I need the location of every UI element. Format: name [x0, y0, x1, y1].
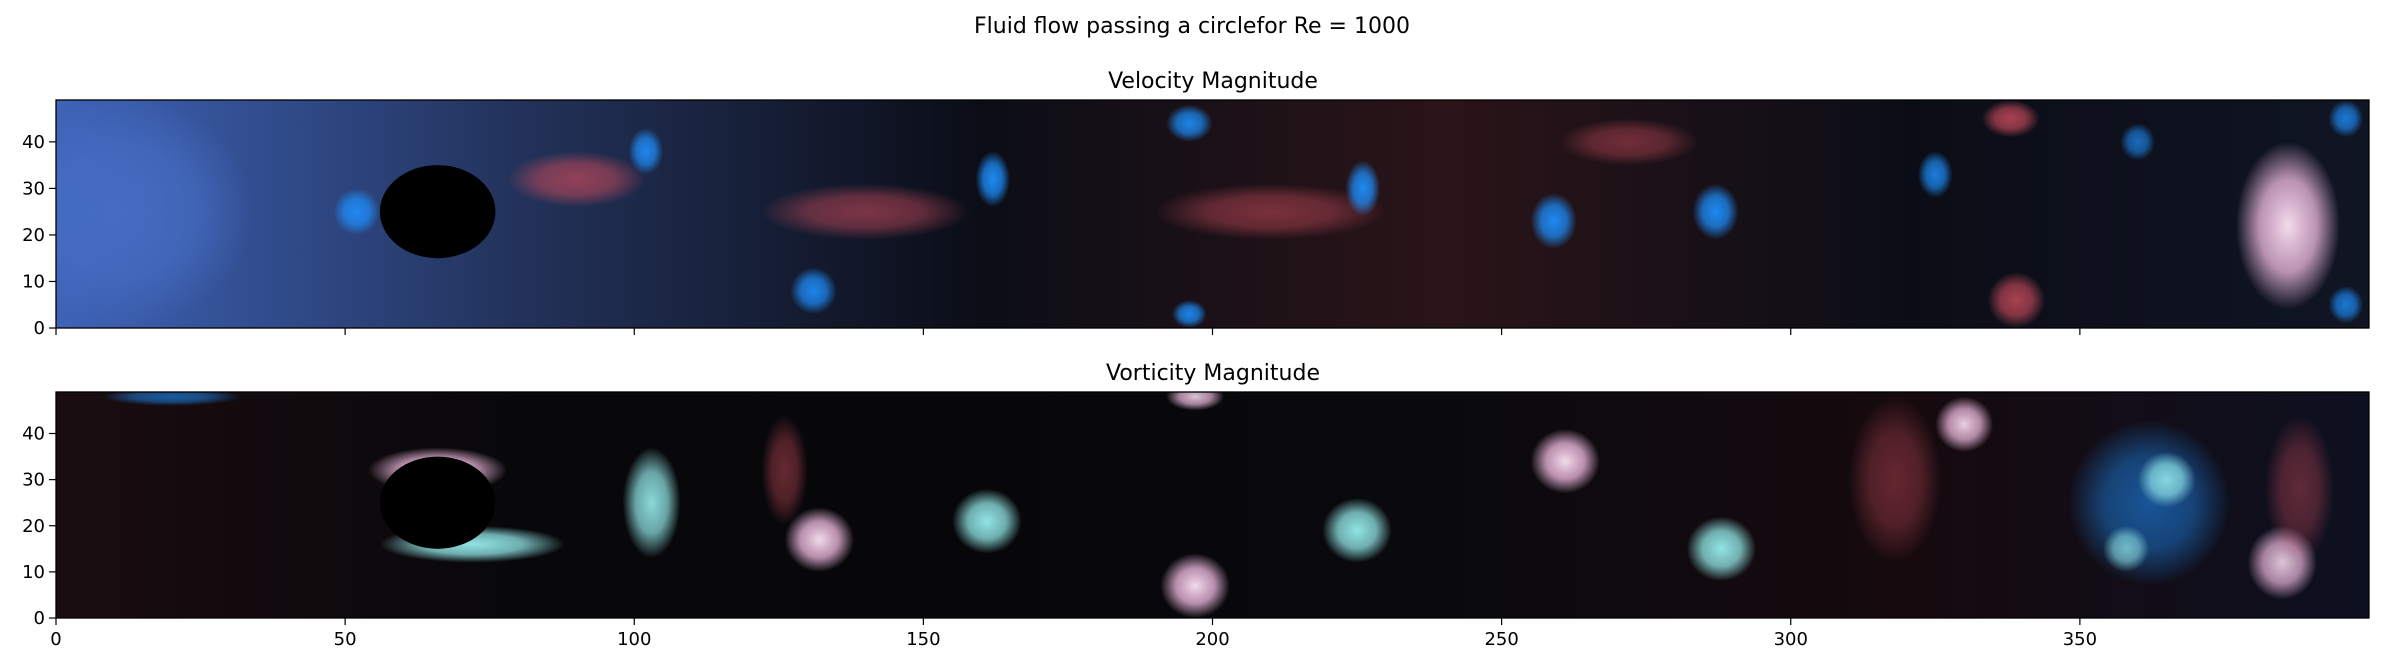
velocity-axes: 0 10 20 30 40	[22, 99, 2370, 339]
heatmap-blob	[2137, 451, 2196, 508]
heatmap-blob	[2068, 419, 2231, 586]
heatmap-blob	[975, 151, 1011, 208]
x-tick-label: 0	[50, 629, 61, 650]
heatmap-blob	[1917, 151, 1953, 198]
heatmap-blob	[56, 100, 253, 328]
heatmap-blob	[1322, 498, 1392, 563]
heatmap-blob	[2120, 123, 2156, 161]
heatmap-blob	[628, 127, 664, 175]
heatmap-blob	[1686, 516, 1757, 582]
y-tick-label: 20	[22, 516, 45, 537]
y-tick-label: 10	[22, 562, 45, 583]
x-tick-label: 150	[906, 629, 940, 650]
y-tick-label: 40	[22, 424, 45, 445]
vorticity-axes: 0 10 20 30 40 0 50 100 150 200 250 300 350	[22, 391, 2370, 650]
vorticity-panel: Vorticity Magnitude 0 10 20 30 40 0 50 100 150 20…	[22, 361, 2370, 650]
x-tick-label: 100	[617, 629, 651, 650]
vorticity-panel-title: Vorticity Magnitude	[1106, 361, 1320, 386]
heatmap-blob	[790, 267, 837, 315]
x-tick-label: 350	[2063, 629, 2097, 650]
heatmap-blob	[1692, 183, 1739, 240]
vorticity-heatmap	[56, 392, 2369, 618]
y-tick-label: 0	[34, 608, 45, 629]
heatmap-blob	[1166, 392, 1225, 411]
heatmap-blob	[333, 188, 380, 235]
x-tick-label: 200	[1195, 629, 1229, 650]
heatmap-blob	[761, 415, 808, 526]
circle-obstacle	[379, 165, 496, 259]
heatmap-blob	[1981, 100, 2040, 138]
y-tick-label: 0	[34, 318, 45, 339]
heatmap-blob	[1154, 183, 1386, 240]
y-tick-label: 30	[22, 470, 45, 491]
heatmap-blob	[2236, 141, 2341, 310]
y-tick-label: 30	[22, 178, 45, 199]
heatmap-blob	[2103, 525, 2150, 572]
velocity-panel-title: Velocity Magnitude	[1108, 69, 1318, 94]
heatmap-blob	[952, 488, 1022, 554]
x-tick-label: 50	[334, 629, 357, 650]
heatmap-blob	[1530, 193, 1577, 249]
circle-obstacle	[379, 456, 496, 549]
heatmap-blob	[507, 151, 646, 208]
heatmap-blob	[622, 447, 681, 559]
heatmap-blob	[1935, 396, 1994, 452]
heatmap-blob	[1345, 160, 1381, 217]
heatmap-blob	[1166, 104, 1213, 142]
heatmap-blob	[1987, 272, 2046, 328]
heatmap-blob	[2328, 286, 2364, 324]
figure-suptitle: Fluid flow passing a circlefor Re = 1000	[974, 14, 1410, 39]
velocity-panel: Velocity Magnitude 0 10 20 30 40	[22, 69, 2370, 339]
heatmap-blob	[1160, 553, 1230, 618]
heatmap-blob	[102, 392, 242, 406]
velocity-heatmap	[56, 100, 2369, 328]
heatmap-blob	[761, 183, 970, 240]
heatmap-blob	[2264, 415, 2335, 563]
heatmap-blob	[1172, 300, 1207, 328]
heatmap-blob	[1848, 396, 1942, 563]
heatmap-blob	[784, 507, 854, 572]
x-tick-label: 250	[1484, 629, 1518, 650]
heatmap-blob	[1559, 118, 1699, 166]
y-tick-label: 10	[22, 271, 45, 292]
heatmap-blob	[1530, 428, 1600, 494]
heatmap-blob	[2328, 100, 2364, 138]
y-tick-label: 20	[22, 225, 45, 246]
x-tick-label: 300	[1774, 629, 1808, 650]
y-tick-label: 40	[22, 132, 45, 153]
